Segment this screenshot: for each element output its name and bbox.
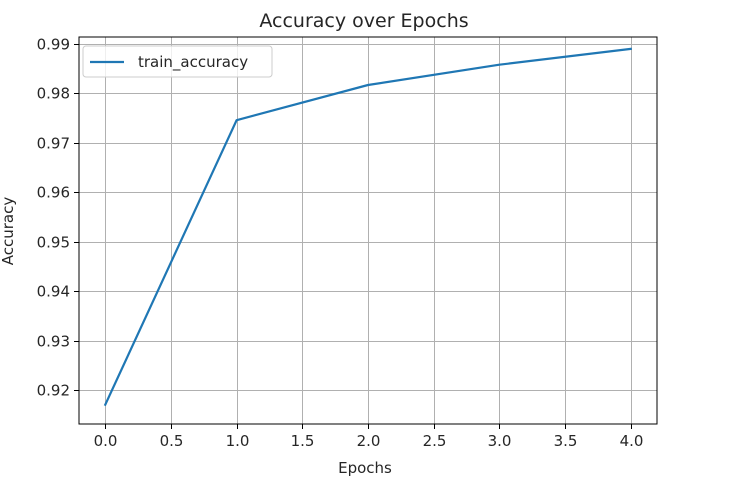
y-tick-label: 0.97 (37, 135, 70, 153)
grid-lines (79, 37, 657, 424)
x-tick-label: 2.0 (357, 432, 381, 450)
plot-area (78, 36, 658, 425)
legend: train_accuracy (82, 45, 273, 78)
y-tick-label: 0.98 (37, 85, 70, 103)
y-tick-label: 0.99 (37, 36, 70, 54)
x-axis-label: Epochs (338, 459, 392, 477)
legend-box (82, 45, 273, 78)
x-tick-label: 0.0 (94, 432, 118, 450)
series-group (103, 47, 632, 407)
x-tick-label: 0.5 (160, 432, 184, 450)
x-tick-label: 3.5 (554, 432, 578, 450)
chart-title: Accuracy over Epochs (259, 10, 468, 32)
legend-label-train-accuracy: train_accuracy (138, 53, 248, 72)
x-tick-label: 1.0 (226, 432, 250, 450)
x-tick-label: 3.0 (488, 432, 512, 450)
y-tick-label: 0.93 (37, 333, 70, 351)
y-tick-label: 0.92 (37, 382, 70, 400)
x-axis-ticks: 0.0 0.5 1.0 1.5 2.0 2.5 3.0 3.5 4.0 (94, 424, 644, 450)
x-tick-label: 2.5 (423, 432, 447, 450)
y-tick-label: 0.96 (37, 184, 70, 202)
series-line-train-accuracy (103, 47, 632, 407)
x-tick-label: 4.0 (620, 432, 644, 450)
y-tick-label: 0.94 (37, 283, 70, 301)
y-axis-ticks: 0.92 0.93 0.94 0.95 0.96 0.97 0.98 0.99 (37, 36, 79, 400)
y-axis-label: Accuracy (0, 197, 17, 266)
y-tick-label: 0.95 (37, 234, 70, 252)
x-tick-label: 1.5 (291, 432, 315, 450)
